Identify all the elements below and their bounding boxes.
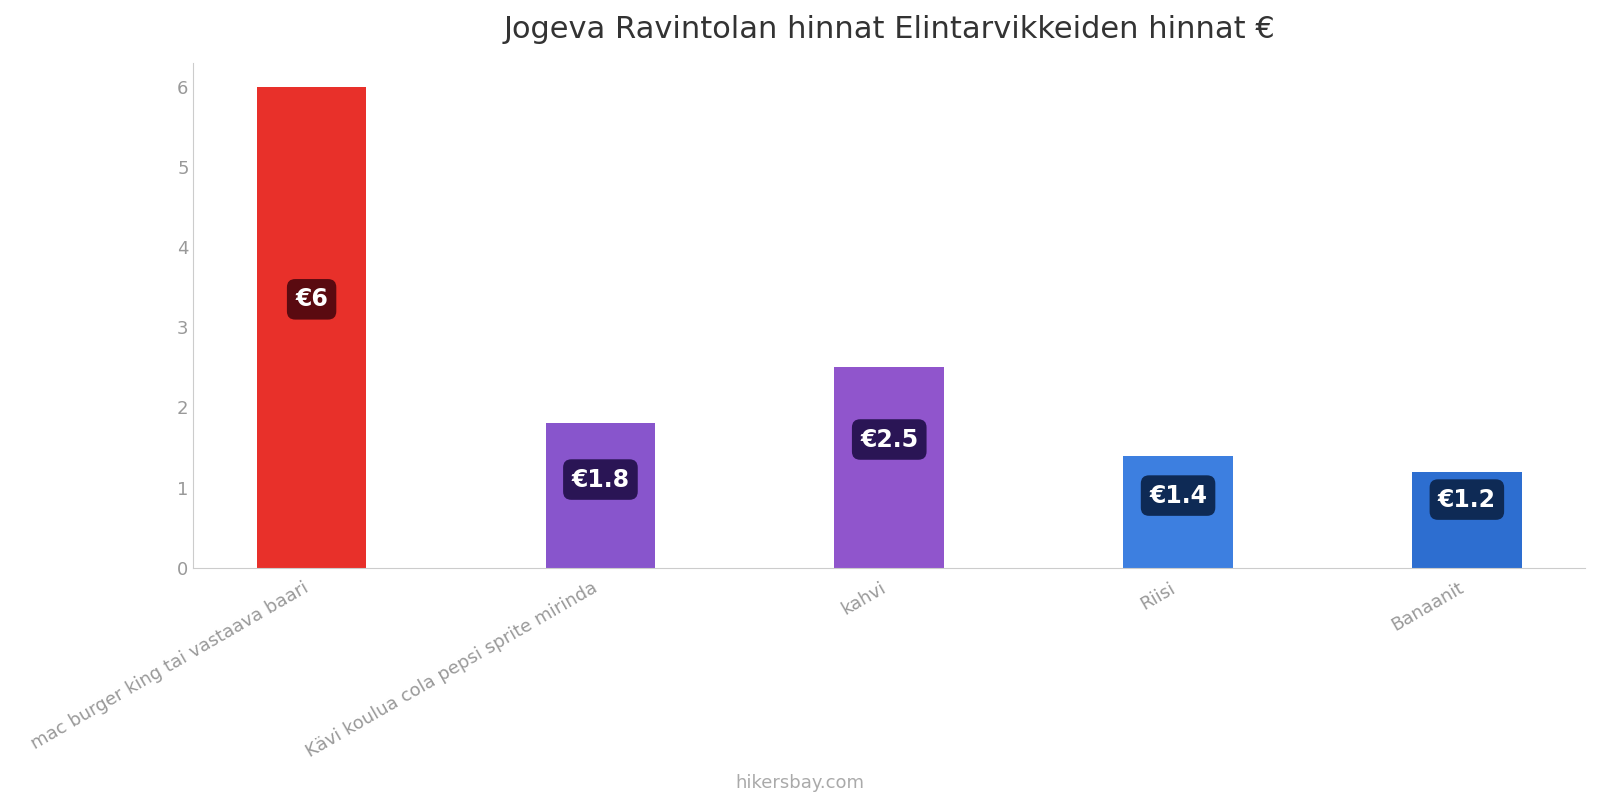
Bar xyxy=(834,367,944,568)
Text: €1.8: €1.8 xyxy=(571,467,629,491)
Text: €1.4: €1.4 xyxy=(1149,483,1206,507)
Text: hikersbay.com: hikersbay.com xyxy=(736,774,864,792)
Bar xyxy=(1411,471,1522,568)
Bar xyxy=(256,87,366,568)
Text: €6: €6 xyxy=(294,287,328,311)
Bar xyxy=(1123,455,1234,568)
Title: Jogeva Ravintolan hinnat Elintarvikkeiden hinnat €: Jogeva Ravintolan hinnat Elintarvikkeide… xyxy=(504,15,1275,44)
Bar xyxy=(546,423,656,568)
Text: €2.5: €2.5 xyxy=(861,427,918,451)
Text: €1.2: €1.2 xyxy=(1438,487,1496,511)
